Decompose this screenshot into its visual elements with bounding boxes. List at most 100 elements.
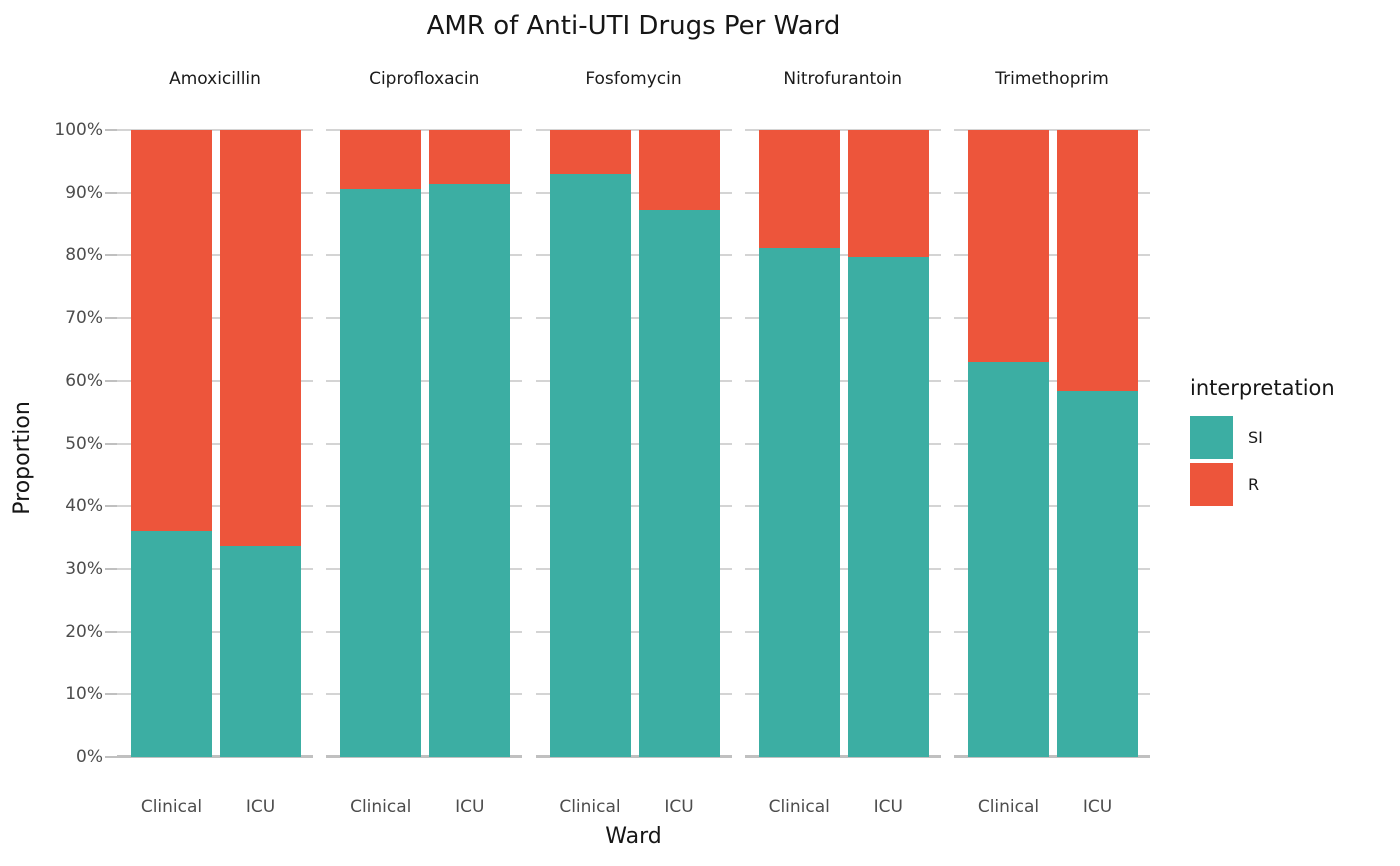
bar-ciprofloxacin-clinical (340, 130, 422, 757)
gridline-50pct (744, 442, 941, 445)
gridline-0pct (326, 755, 523, 758)
y-tick-mark (105, 567, 117, 570)
gridline-90pct (326, 191, 523, 194)
segment-r (220, 130, 301, 546)
facet-label-amoxicillin: Amoxicillin (169, 69, 261, 89)
y-tick-mark (105, 379, 117, 382)
gridline-40pct (535, 505, 732, 508)
bar-amoxicillin-clinical (131, 130, 212, 757)
gridline-50pct (954, 442, 1150, 445)
x-tick-label-icu: ICU (873, 797, 903, 817)
segment-r (758, 130, 840, 248)
segment-si (968, 362, 1049, 757)
segment-si (131, 531, 212, 757)
x-tick-label-icu: ICU (1082, 797, 1113, 817)
x-tick-label-clinical: Clinical (559, 797, 621, 817)
facet-label-ciprofloxacin: Ciprofloxacin (369, 69, 480, 89)
segment-r (549, 130, 631, 174)
y-tick-mark (105, 442, 117, 445)
facet-label-trimethoprim: Trimethoprim (995, 69, 1109, 89)
y-tick-label-80pct: 80% (65, 245, 103, 266)
gridline-20pct (954, 630, 1150, 633)
x-tick-label-clinical: Clinical (350, 797, 412, 817)
gridline-90pct (117, 191, 313, 194)
gridline-0pct (117, 755, 313, 758)
gridline-40pct (744, 505, 941, 508)
y-tick-label-60pct: 60% (65, 370, 103, 391)
segment-r (131, 130, 212, 532)
x-axis-title: Ward (605, 824, 662, 849)
y-tick-label-70pct: 70% (65, 308, 103, 329)
gridline-10pct (535, 693, 732, 696)
legend-label-r: R (1248, 475, 1260, 494)
bar-amoxicillin-icu (220, 130, 301, 757)
legend-item-si: SI (1190, 416, 1390, 459)
gridline-40pct (326, 505, 523, 508)
gridline-10pct (117, 693, 313, 696)
segment-si (429, 183, 511, 757)
panel-fosfomycin (535, 129, 732, 758)
gridline-80pct (535, 254, 732, 257)
segment-si (549, 173, 631, 757)
legend-item-r: R (1190, 463, 1390, 506)
gridline-100pct (535, 129, 732, 131)
segment-r (340, 130, 422, 189)
x-tick-label-clinical: Clinical (977, 797, 1040, 817)
panel-amoxicillin (117, 129, 313, 758)
segment-r (429, 130, 511, 184)
gridline-100pct (744, 129, 941, 131)
gridline-30pct (535, 567, 732, 570)
gridline-40pct (954, 505, 1150, 508)
y-tick-mark (105, 756, 117, 758)
legend: interpretation SI R (1190, 376, 1390, 510)
y-tick-mark (105, 505, 117, 508)
y-tick-mark (105, 129, 117, 131)
gridline-80pct (954, 254, 1150, 257)
gridline-50pct (117, 442, 313, 445)
gridline-30pct (117, 567, 313, 570)
gridline-20pct (535, 630, 732, 633)
gridline-40pct (117, 505, 313, 508)
gridline-10pct (744, 693, 941, 696)
legend-swatch-si-icon (1190, 416, 1233, 459)
segment-si (758, 247, 840, 757)
gridline-20pct (744, 630, 941, 633)
segment-si (638, 210, 720, 757)
gridline-100pct (117, 129, 313, 131)
gridline-70pct (535, 317, 732, 320)
segment-si (847, 257, 929, 757)
gridline-20pct (117, 630, 313, 633)
y-tick-label-10pct: 10% (65, 684, 103, 705)
gridline-20pct (326, 630, 523, 633)
y-tick-mark (105, 693, 117, 696)
segment-r (968, 130, 1049, 362)
gridline-60pct (535, 379, 732, 382)
bar-nitrofurantoin-icu (847, 130, 929, 757)
y-tick-mark (105, 191, 117, 194)
segment-r (638, 130, 720, 211)
x-tick-label-icu: ICU (664, 797, 694, 817)
gridline-0pct (954, 755, 1150, 758)
gridline-90pct (535, 191, 732, 194)
y-tick-label-100pct: 100% (54, 120, 103, 140)
y-tick-label-90pct: 90% (65, 182, 103, 203)
y-tick-label-20pct: 20% (65, 621, 103, 642)
gridline-10pct (326, 693, 523, 696)
bar-fosfomycin-clinical (549, 130, 631, 757)
gridline-100pct (326, 129, 523, 131)
y-tick-mark (105, 630, 117, 633)
legend-swatch-r-icon (1190, 463, 1233, 506)
gridline-0pct (535, 755, 732, 758)
legend-label-si: SI (1248, 428, 1263, 447)
gridline-70pct (117, 317, 313, 320)
gridline-90pct (954, 191, 1150, 194)
gridline-60pct (117, 379, 313, 382)
bar-fosfomycin-icu (638, 130, 720, 757)
gridline-70pct (326, 317, 523, 320)
gridline-30pct (326, 567, 523, 570)
x-tick-label-icu: ICU (245, 797, 276, 817)
y-tick-label-0pct: 0% (76, 747, 103, 767)
segment-r (847, 130, 929, 258)
chart-title: AMR of Anti-UTI Drugs Per Ward (426, 11, 841, 41)
y-tick-mark (105, 254, 117, 257)
